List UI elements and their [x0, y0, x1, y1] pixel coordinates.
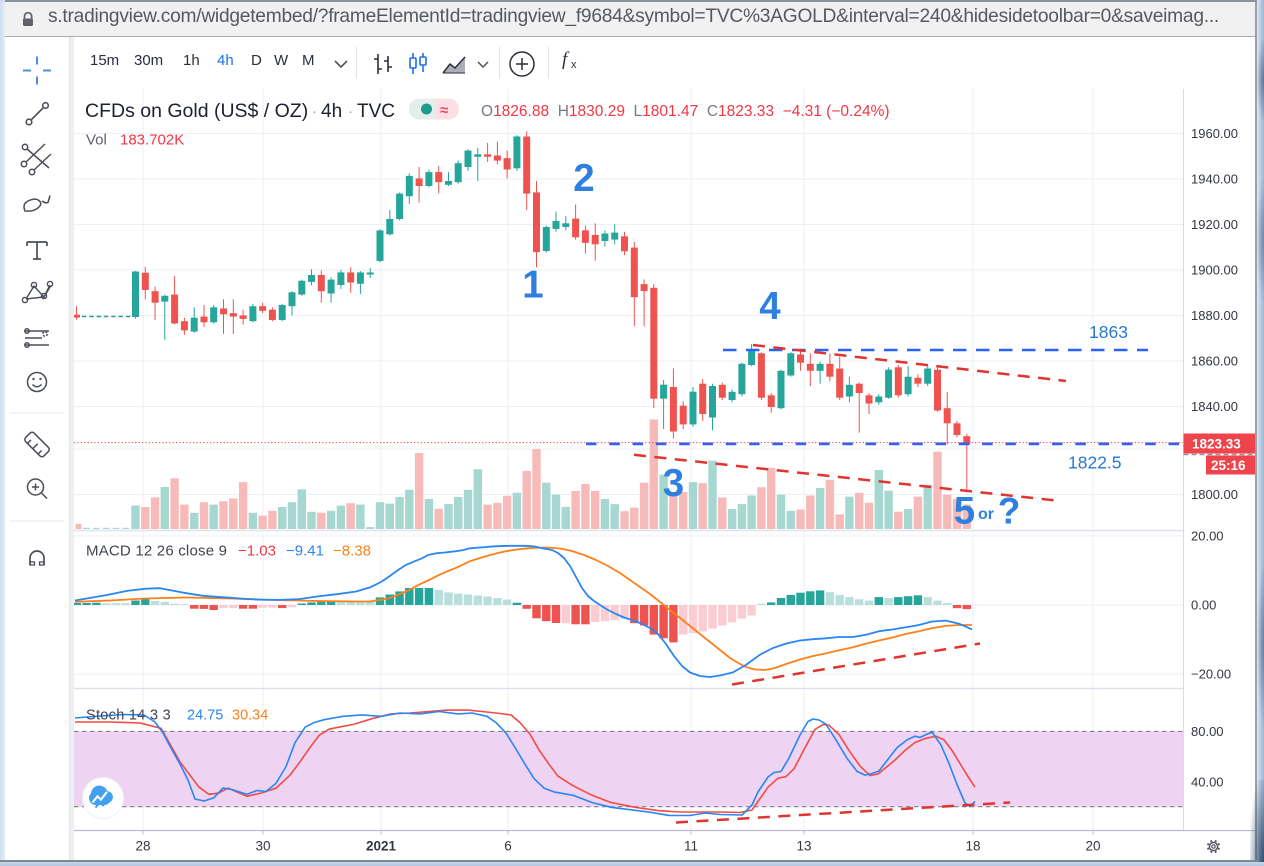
svg-text:11: 11	[684, 839, 698, 854]
svg-text:2: 2	[573, 157, 594, 200]
svg-text:13: 13	[796, 839, 811, 854]
svg-text:1863: 1863	[1089, 322, 1128, 342]
svg-text:1880.00: 1880.00	[1191, 308, 1238, 323]
svg-text:40.00: 40.00	[1191, 775, 1224, 790]
svg-text:O1826.88 H1830.29 L1801.47: O1826.88 H1830.29 L1801.47 C1823.33 −4.3…	[481, 103, 890, 120]
svg-text:2021: 2021	[366, 839, 397, 854]
svg-text:MACD 12 26 close 9: MACD 12 26 close 9	[86, 543, 227, 560]
svg-text:18: 18	[965, 839, 980, 854]
svg-text:1940.00: 1940.00	[1191, 172, 1238, 187]
svg-text:1823.33: 1823.33	[1192, 437, 1241, 452]
svg-text:≈: ≈	[440, 102, 448, 119]
svg-text:1960.00: 1960.00	[1191, 126, 1238, 141]
svg-text:1860.00: 1860.00	[1191, 354, 1238, 369]
svg-text:1822.5: 1822.5	[1068, 453, 1122, 473]
svg-text:6: 6	[504, 839, 512, 854]
svg-text:4h: 4h	[321, 101, 342, 122]
svg-text:−9.41: −9.41	[286, 543, 324, 560]
svg-text:20: 20	[1085, 839, 1100, 854]
svg-text:1840.00: 1840.00	[1191, 399, 1238, 414]
svg-text:30.34: 30.34	[232, 708, 268, 724]
svg-text:5: 5	[954, 490, 975, 533]
svg-text:20.00: 20.00	[1191, 529, 1224, 544]
svg-text:−1.03: −1.03	[238, 543, 276, 560]
svg-text:4: 4	[759, 285, 781, 328]
svg-text:−20.00: −20.00	[1191, 667, 1231, 682]
svg-text:·: ·	[348, 103, 353, 120]
svg-text:28: 28	[135, 839, 150, 854]
svg-text:or: or	[978, 506, 994, 523]
svg-text:30: 30	[255, 839, 270, 854]
svg-text:Vol: Vol	[86, 132, 107, 149]
svg-text:25:16: 25:16	[1211, 458, 1246, 473]
svg-text:3: 3	[663, 462, 684, 505]
svg-text:80.00: 80.00	[1191, 724, 1224, 739]
svg-text:1920.00: 1920.00	[1191, 217, 1238, 232]
svg-text:·: ·	[312, 103, 317, 120]
svg-text:0.00: 0.00	[1191, 598, 1216, 613]
svg-text:183.702K: 183.702K	[120, 132, 184, 149]
svg-text:24.75: 24.75	[187, 708, 223, 724]
svg-text:1800.00: 1800.00	[1191, 487, 1238, 502]
svg-text:1900.00: 1900.00	[1191, 263, 1238, 278]
svg-text:CFDs on Gold (US$ / OZ): CFDs on Gold (US$ / OZ)	[85, 100, 308, 122]
svg-text:?: ?	[998, 491, 1021, 532]
svg-text:1: 1	[522, 264, 543, 307]
svg-text:Stoch 14 3 3: Stoch 14 3 3	[86, 708, 171, 724]
svg-text:−8.38: −8.38	[333, 543, 371, 560]
svg-text:TVC: TVC	[357, 101, 395, 122]
